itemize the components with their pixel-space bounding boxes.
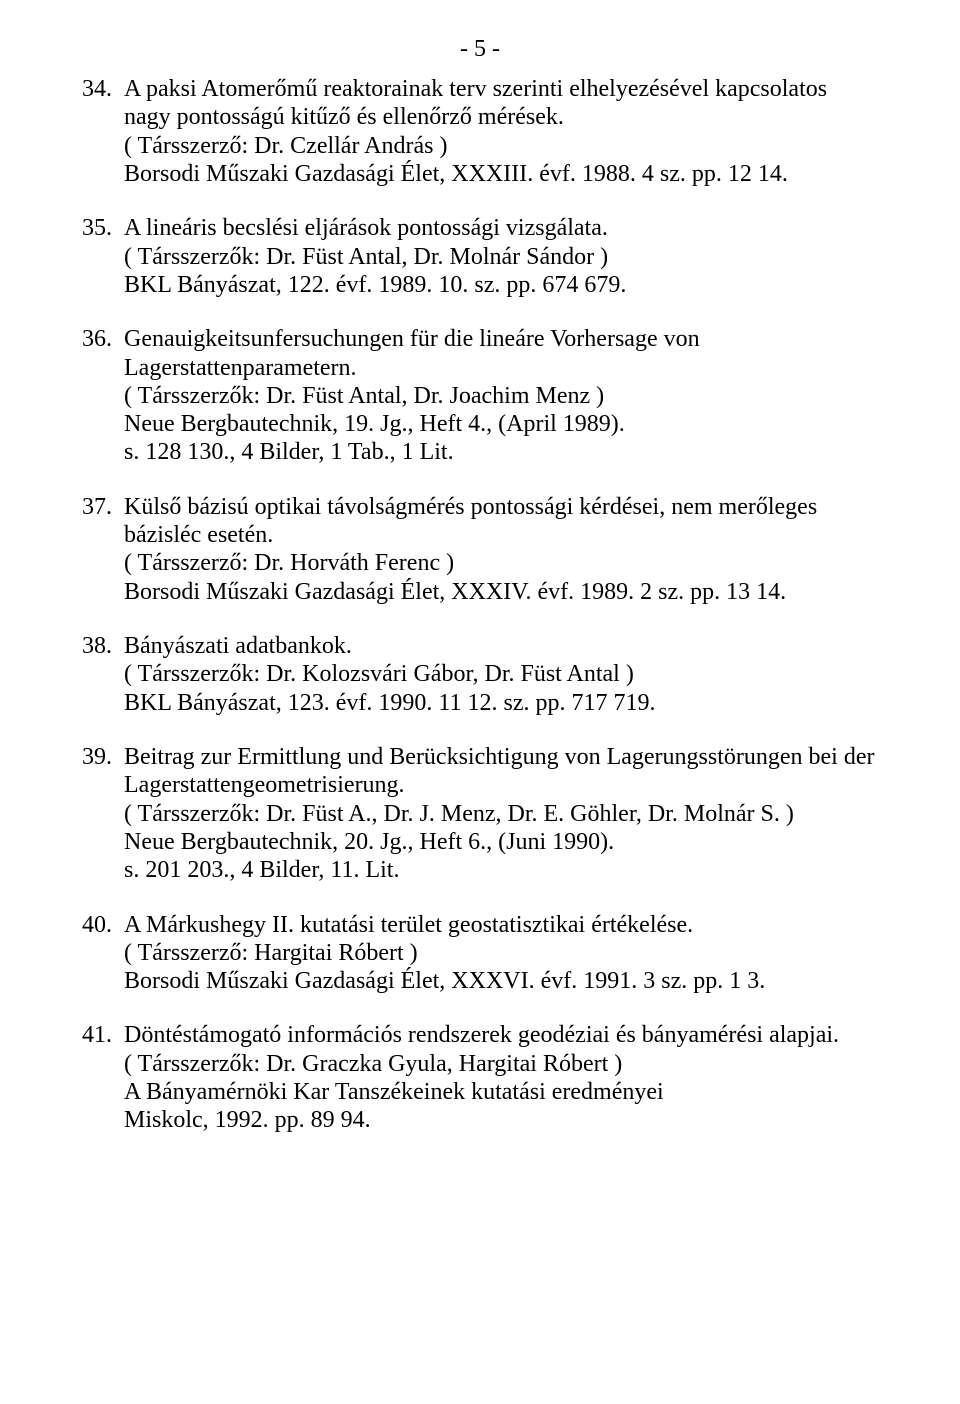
entry-number: 36. bbox=[82, 325, 124, 382]
entry-heading: 35. A lineáris becslési eljárások pontos… bbox=[82, 214, 878, 242]
entry-line: BKL Bányászat, 123. évf. 1990. 11 12. sz… bbox=[82, 689, 878, 717]
entry-title: A lineáris becslési eljárások pontossági… bbox=[124, 214, 878, 242]
entry-line: ( Társszerzők: Dr. Füst Antal, Dr. Molná… bbox=[82, 243, 878, 271]
entry-line: Borsodi Műszaki Gazdasági Élet, XXXIV. é… bbox=[82, 578, 878, 606]
entry-heading: 40. A Márkushegy II. kutatási terület ge… bbox=[82, 911, 878, 939]
entry-line: Neue Bergbautechnik, 19. Jg., Heft 4., (… bbox=[82, 410, 878, 438]
entry-number: 40. bbox=[82, 911, 124, 939]
page-number: - 5 - bbox=[82, 36, 878, 63]
entry-heading: 39. Beitrag zur Ermittlung und Berücksic… bbox=[82, 743, 878, 800]
entry-title: Bányászati adatbankok. bbox=[124, 632, 878, 660]
entry-line: BKL Bányászat, 122. évf. 1989. 10. sz. p… bbox=[82, 271, 878, 299]
entry-line: ( Társszerzők: Dr. Graczka Gyula, Hargit… bbox=[82, 1050, 878, 1078]
entry-line: ( Társszerző: Hargitai Róbert ) bbox=[82, 939, 878, 967]
page: - 5 - 34. A paksi Atomerőmű reaktorainak… bbox=[0, 0, 960, 1404]
entry-title: Genauigkeitsunfersuchungen für die lineá… bbox=[124, 325, 878, 382]
entry-number: 41. bbox=[82, 1021, 124, 1049]
entry-number: 35. bbox=[82, 214, 124, 242]
entry-title: Külső bázisú optikai távolságmérés ponto… bbox=[124, 493, 878, 550]
bibliography-entry: 39. Beitrag zur Ermittlung und Berücksic… bbox=[82, 743, 878, 885]
entry-number: 39. bbox=[82, 743, 124, 800]
entry-line: A Bányamérnöki Kar Tanszékeinek kutatási… bbox=[82, 1078, 878, 1106]
entry-heading: 34. A paksi Atomerőmű reaktorainak terv … bbox=[82, 75, 878, 132]
bibliography-entry: 37. Külső bázisú optikai távolságmérés p… bbox=[82, 493, 878, 606]
entry-number: 34. bbox=[82, 75, 124, 132]
entry-line: s. 128 130., 4 Bilder, 1 Tab., 1 Lit. bbox=[82, 438, 878, 466]
entry-line: ( Társszerző: Dr. Czellár András ) bbox=[82, 132, 878, 160]
bibliography-entry: 36. Genauigkeitsunfersuchungen für die l… bbox=[82, 325, 878, 467]
entry-line: Borsodi Műszaki Gazdasági Élet, XXXIII. … bbox=[82, 160, 878, 188]
entry-line: Miskolc, 1992. pp. 89 94. bbox=[82, 1106, 878, 1134]
entry-line: s. 201 203., 4 Bilder, 11. Lit. bbox=[82, 856, 878, 884]
bibliography-entry: 38. Bányászati adatbankok. ( Társszerzők… bbox=[82, 632, 878, 717]
entry-heading: 38. Bányászati adatbankok. bbox=[82, 632, 878, 660]
entry-line: Neue Bergbautechnik, 20. Jg., Heft 6., (… bbox=[82, 828, 878, 856]
entry-heading: 36. Genauigkeitsunfersuchungen für die l… bbox=[82, 325, 878, 382]
entry-title: A paksi Atomerőmű reaktorainak terv szer… bbox=[124, 75, 878, 132]
bibliography-entry: 35. A lineáris becslési eljárások pontos… bbox=[82, 214, 878, 299]
entry-line: ( Társszerző: Dr. Horváth Ferenc ) bbox=[82, 549, 878, 577]
entry-title: Beitrag zur Ermittlung und Berücksichtig… bbox=[124, 743, 878, 800]
entry-title: Döntéstámogató információs rendszerek ge… bbox=[124, 1021, 878, 1049]
entry-number: 37. bbox=[82, 493, 124, 550]
entry-heading: 41. Döntéstámogató információs rendszere… bbox=[82, 1021, 878, 1049]
entry-line: ( Társszerzők: Dr. Füst A., Dr. J. Menz,… bbox=[82, 800, 878, 828]
bibliography-entry: 40. A Márkushegy II. kutatási terület ge… bbox=[82, 911, 878, 996]
entry-heading: 37. Külső bázisú optikai távolságmérés p… bbox=[82, 493, 878, 550]
entry-line: Borsodi Műszaki Gazdasági Élet, XXXVI. é… bbox=[82, 967, 878, 995]
bibliography-entry: 41. Döntéstámogató információs rendszere… bbox=[82, 1021, 878, 1134]
entry-title: A Márkushegy II. kutatási terület geosta… bbox=[124, 911, 878, 939]
entry-number: 38. bbox=[82, 632, 124, 660]
bibliography-entry: 34. A paksi Atomerőmű reaktorainak terv … bbox=[82, 75, 878, 188]
entry-line: ( Társszerzők: Dr. Füst Antal, Dr. Joach… bbox=[82, 382, 878, 410]
entry-line: ( Társszerzők: Dr. Kolozsvári Gábor, Dr.… bbox=[82, 660, 878, 688]
